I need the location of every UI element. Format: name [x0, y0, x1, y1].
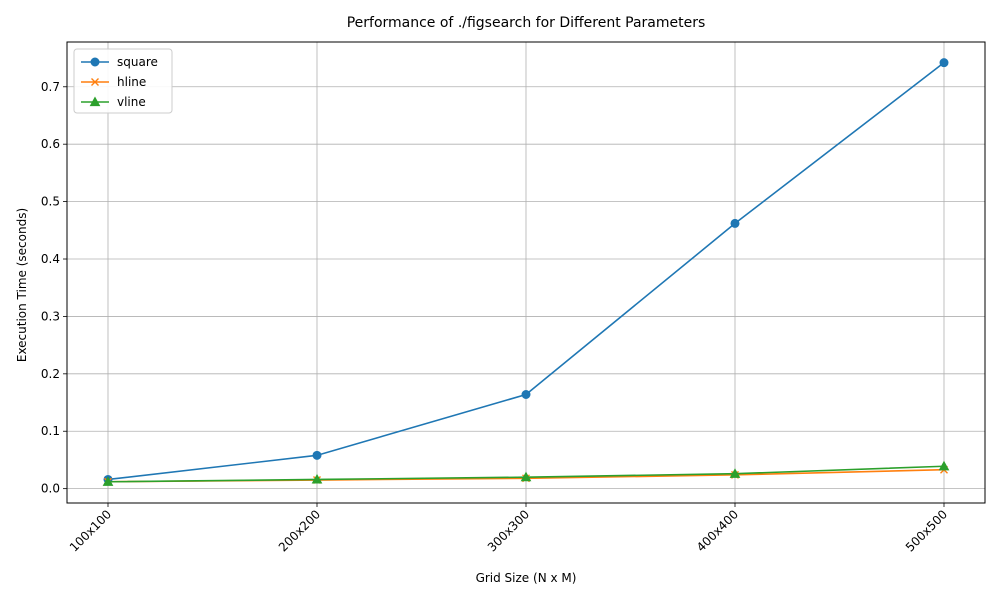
y-axis: 0.0 0.1 0.2 0.3 0.4 0.5 0.6 0.7	[41, 80, 67, 496]
legend-label-vline: vline	[117, 95, 146, 109]
y-tick-label: 0.6	[41, 137, 60, 151]
data-point-vline	[102, 476, 114, 486]
y-tick-label: 0.2	[41, 367, 60, 381]
legend-box	[73, 48, 173, 114]
data-point-square	[730, 218, 740, 228]
x-axis-title: Grid Size (N x M)	[476, 571, 577, 585]
chart-title: Performance of ./figsearch for Different…	[347, 15, 706, 31]
series-layer	[102, 58, 950, 486]
y-tick-label: 0.0	[41, 482, 60, 496]
data-point-square	[521, 389, 531, 399]
series-vline	[102, 460, 950, 486]
y-tick-label: 0.3	[41, 309, 60, 323]
y-tick-label: 0.7	[41, 80, 60, 94]
series-square	[103, 58, 949, 484]
legend-label-square: square	[117, 55, 158, 69]
y-axis-title: Execution Time (seconds)	[15, 208, 29, 362]
data-point-vline	[938, 460, 950, 471]
legend-marker-hline	[91, 78, 99, 86]
legend-label-hline: hline	[117, 75, 146, 89]
legend: square hline vline	[73, 48, 173, 114]
data-point-vline	[311, 473, 323, 484]
y-tick-label: 0.1	[41, 424, 60, 438]
y-tick-label: 0.4	[41, 252, 60, 266]
y-tick-label: 0.5	[41, 195, 60, 209]
grid	[67, 42, 985, 503]
data-point-vline	[520, 471, 532, 482]
data-point-square	[312, 450, 322, 460]
legend-marker-square	[90, 57, 100, 67]
legend-marker-vline	[89, 96, 101, 107]
data-point-vline	[729, 468, 741, 478]
data-point-square	[939, 58, 949, 68]
